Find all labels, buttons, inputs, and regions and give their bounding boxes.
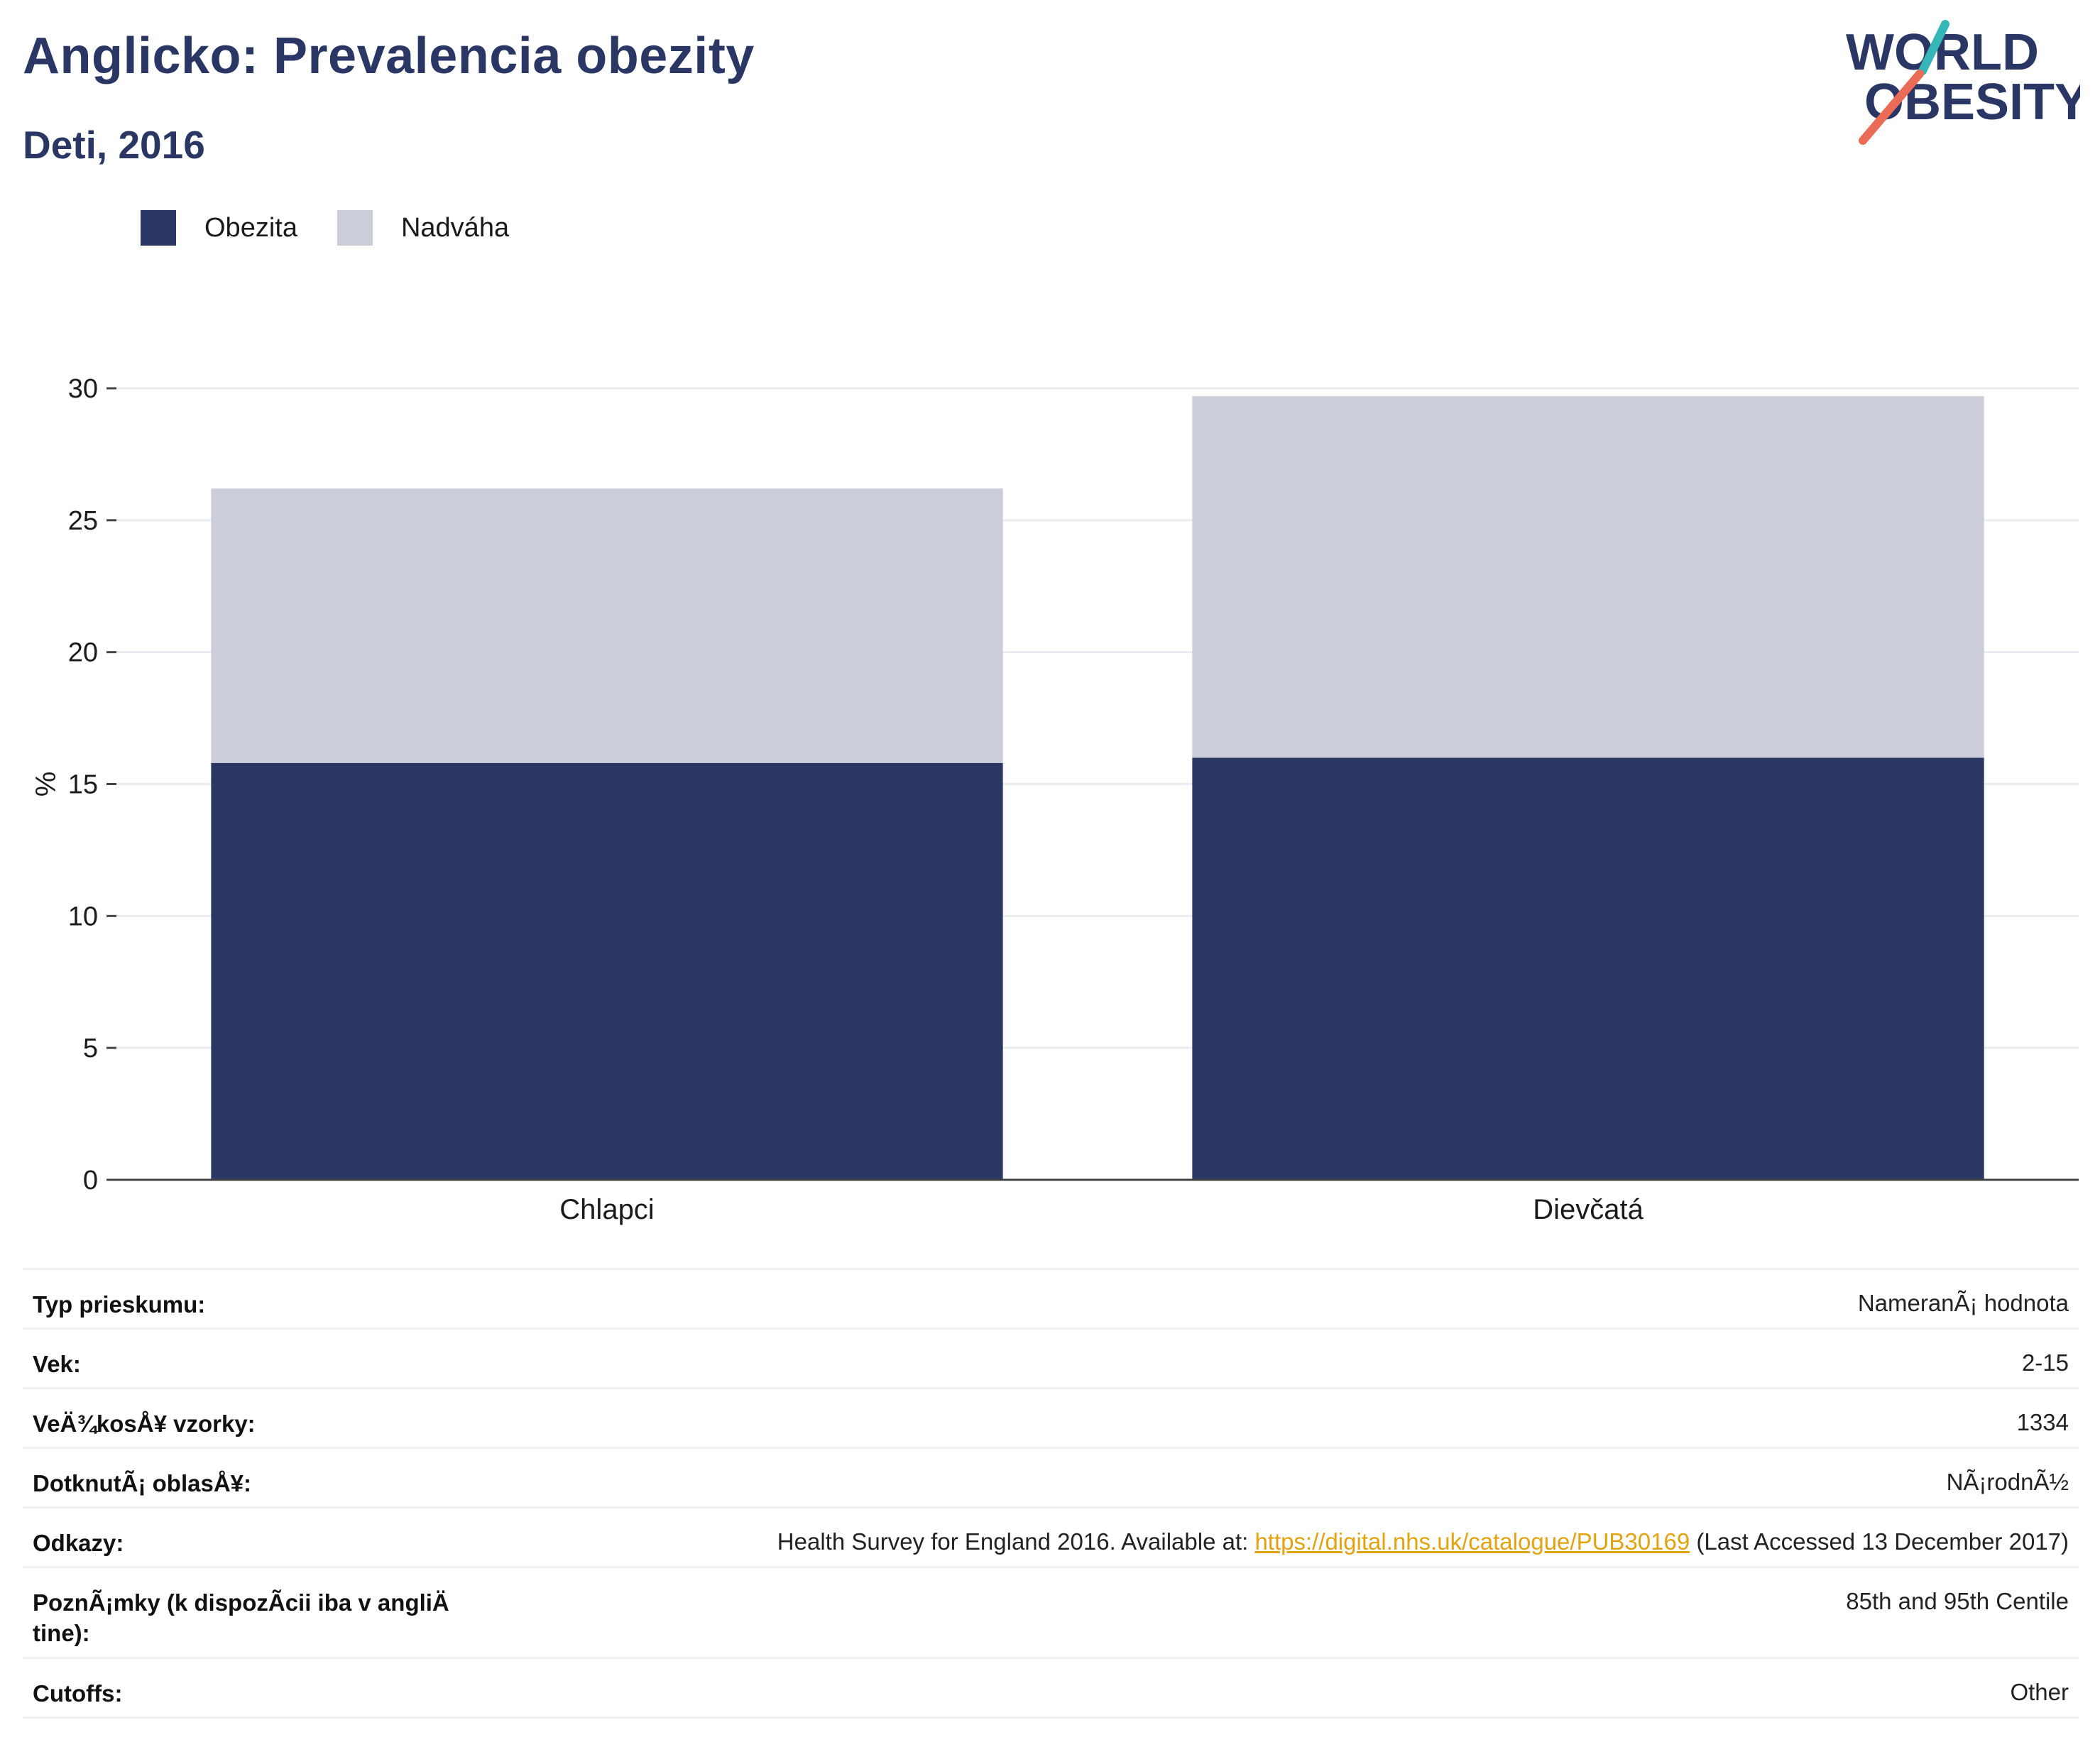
- bar-chlapci-nadváha: [211, 488, 1003, 763]
- info-label-notes: PoznÃ¡mky (k dispozÃ­cii iba v angliÄ tin…: [23, 1566, 497, 1658]
- world-obesity-logo: WORLD OBESITY: [1846, 20, 2080, 145]
- legend-label-nadvaha: Nadváha: [400, 212, 510, 243]
- y-tick-label-10: 10: [68, 902, 98, 931]
- info-row-sample-size: VeÄ¾kosÅ¥ vzorky: 1334: [23, 1387, 2079, 1448]
- y-tick-label-25: 25: [68, 506, 98, 536]
- info-label-area: DotknutÃ¡ oblasÅ¥:: [23, 1447, 497, 1508]
- y-tick-label-0: 0: [83, 1166, 98, 1195]
- bar-dievčatá-obezita: [1192, 757, 1984, 1180]
- info-value-sample-size: 1334: [497, 1387, 2079, 1448]
- chart-title: Anglicko: Prevalencia obezity: [23, 28, 755, 84]
- info-label-sample-size: VeÄ¾kosÅ¥ vzorky:: [23, 1387, 497, 1448]
- info-label-age: Vek:: [23, 1327, 497, 1389]
- survey-info-table: Typ prieskumu: NameranÃ¡ hodnota Vek: 2-…: [23, 1268, 2079, 1719]
- legend-label-obezita: Obezita: [204, 212, 297, 243]
- info-row-age: Vek: 2-15: [23, 1327, 2079, 1389]
- notes-label-line2: tine):: [33, 1619, 90, 1646]
- legend-swatch-obezita: [141, 210, 176, 246]
- info-row-references: Odkazy: Health Survey for England 2016. …: [23, 1506, 2079, 1567]
- info-row-area: DotknutÃ¡ oblasÅ¥: NÃ¡rodnÃ½: [23, 1447, 2079, 1508]
- bar-chlapci-obezita: [211, 762, 1003, 1180]
- legend-item-nadvaha[interactable]: Nadváha: [337, 210, 509, 246]
- notes-label-line1: PoznÃ¡mky (k dispozÃ­cii iba v angliÄ: [33, 1589, 449, 1616]
- bar-dievčatá-nadváha: [1192, 396, 1984, 758]
- legend-item-obezita[interactable]: Obezita: [141, 210, 297, 246]
- stacked-bar-chart: 0 5 10 15 20 25 30% Chlapci Dievčatá: [31, 374, 2079, 1225]
- logo-slash-coral: [1859, 70, 1924, 145]
- references-suffix: (Last Accessed 13 December 2017): [1690, 1528, 2069, 1555]
- info-value-cutoffs: Other: [497, 1657, 2079, 1719]
- x-tick-label-1: Dievčatá: [1533, 1194, 1644, 1225]
- chart-subtitle: Deti, 2016: [23, 123, 205, 167]
- logo-slash-teal: [1918, 20, 1949, 75]
- references-link[interactable]: https://digital.nhs.uk/catalogue/PUB3016…: [1254, 1528, 1690, 1555]
- chart-legend: Obezita Nadváha: [141, 210, 549, 246]
- y-tick-label-20: 20: [68, 638, 98, 668]
- info-value-survey-type: NameranÃ¡ hodnota: [497, 1268, 2079, 1329]
- legend-swatch-nadvaha: [337, 210, 373, 246]
- references-prefix: Health Survey for England 2016. Availabl…: [777, 1528, 1255, 1555]
- y-tick-label-5: 5: [83, 1034, 98, 1063]
- info-row-notes: PoznÃ¡mky (k dispozÃ­cii iba v angliÄ tin…: [23, 1566, 2079, 1658]
- info-row-survey-type: Typ prieskumu: NameranÃ¡ hodnota: [23, 1268, 2079, 1329]
- info-row-cutoffs: Cutoffs: Other: [23, 1657, 2079, 1719]
- info-value-notes: 85th and 95th Centile: [497, 1566, 2079, 1658]
- info-value-age: 2-15: [497, 1327, 2079, 1389]
- y-tick-label-30: 30: [68, 374, 98, 404]
- info-value-area: NÃ¡rodnÃ½: [497, 1447, 2079, 1508]
- x-tick-label-0: Chlapci: [559, 1194, 654, 1225]
- info-label-cutoffs: Cutoffs:: [23, 1657, 497, 1719]
- info-label-references: Odkazy:: [23, 1506, 497, 1567]
- info-label-survey-type: Typ prieskumu:: [23, 1268, 497, 1329]
- y-tick-label-15: 15: [68, 770, 98, 800]
- info-value-references: Health Survey for England 2016. Availabl…: [497, 1506, 2079, 1567]
- y-axis-label: %: [31, 772, 62, 797]
